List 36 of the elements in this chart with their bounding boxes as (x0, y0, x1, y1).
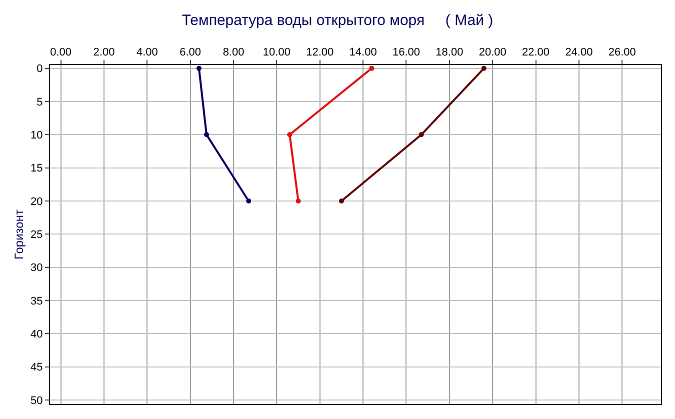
x-tick-label: 4.00 (136, 46, 158, 59)
x-tick-label: 10.00 (262, 46, 290, 59)
chart-title: Температура воды открытого моря ( Май ) (182, 12, 494, 30)
x-tick-label: 12.00 (306, 46, 334, 59)
point (369, 66, 374, 71)
x-tick-label: 16.00 (392, 46, 420, 59)
y-tick-label: 50 (30, 394, 43, 407)
x-tick-label: 22.00 (522, 46, 550, 59)
point (418, 132, 424, 138)
x-tick-label: 8.00 (222, 46, 244, 59)
x-tick-label: 18.00 (436, 46, 464, 59)
y-tick-label: 25 (30, 229, 43, 242)
point (204, 132, 210, 138)
point (296, 198, 301, 204)
y-axis-title: Горизонт (12, 209, 26, 260)
y-tick-label: 45 (30, 362, 43, 374)
point (246, 198, 252, 204)
x-tick-label: 6.00 (180, 46, 202, 59)
x-tick-label: 0.00 (50, 46, 72, 59)
y-tick-label: 40 (30, 328, 43, 341)
x-tick-label: 14.00 (349, 46, 377, 59)
point (287, 132, 292, 138)
x-tick-label: 24.00 (565, 46, 593, 59)
x-tick-label: 20.00 (478, 46, 506, 59)
y-tick-label: 20 (30, 196, 43, 208)
y-tick-label: 35 (30, 295, 43, 308)
y-tick-label: 5 (36, 96, 43, 108)
y-tick-label: 10 (30, 130, 43, 142)
x-tick-label: 2.00 (93, 46, 115, 59)
y-tick-label: 30 (30, 262, 43, 274)
y-tick-label: 0 (36, 63, 43, 76)
point (338, 198, 344, 204)
point (196, 66, 202, 71)
y-tick-label: 15 (30, 162, 43, 175)
point (481, 66, 486, 71)
x-tick-label: 26.00 (608, 46, 636, 59)
